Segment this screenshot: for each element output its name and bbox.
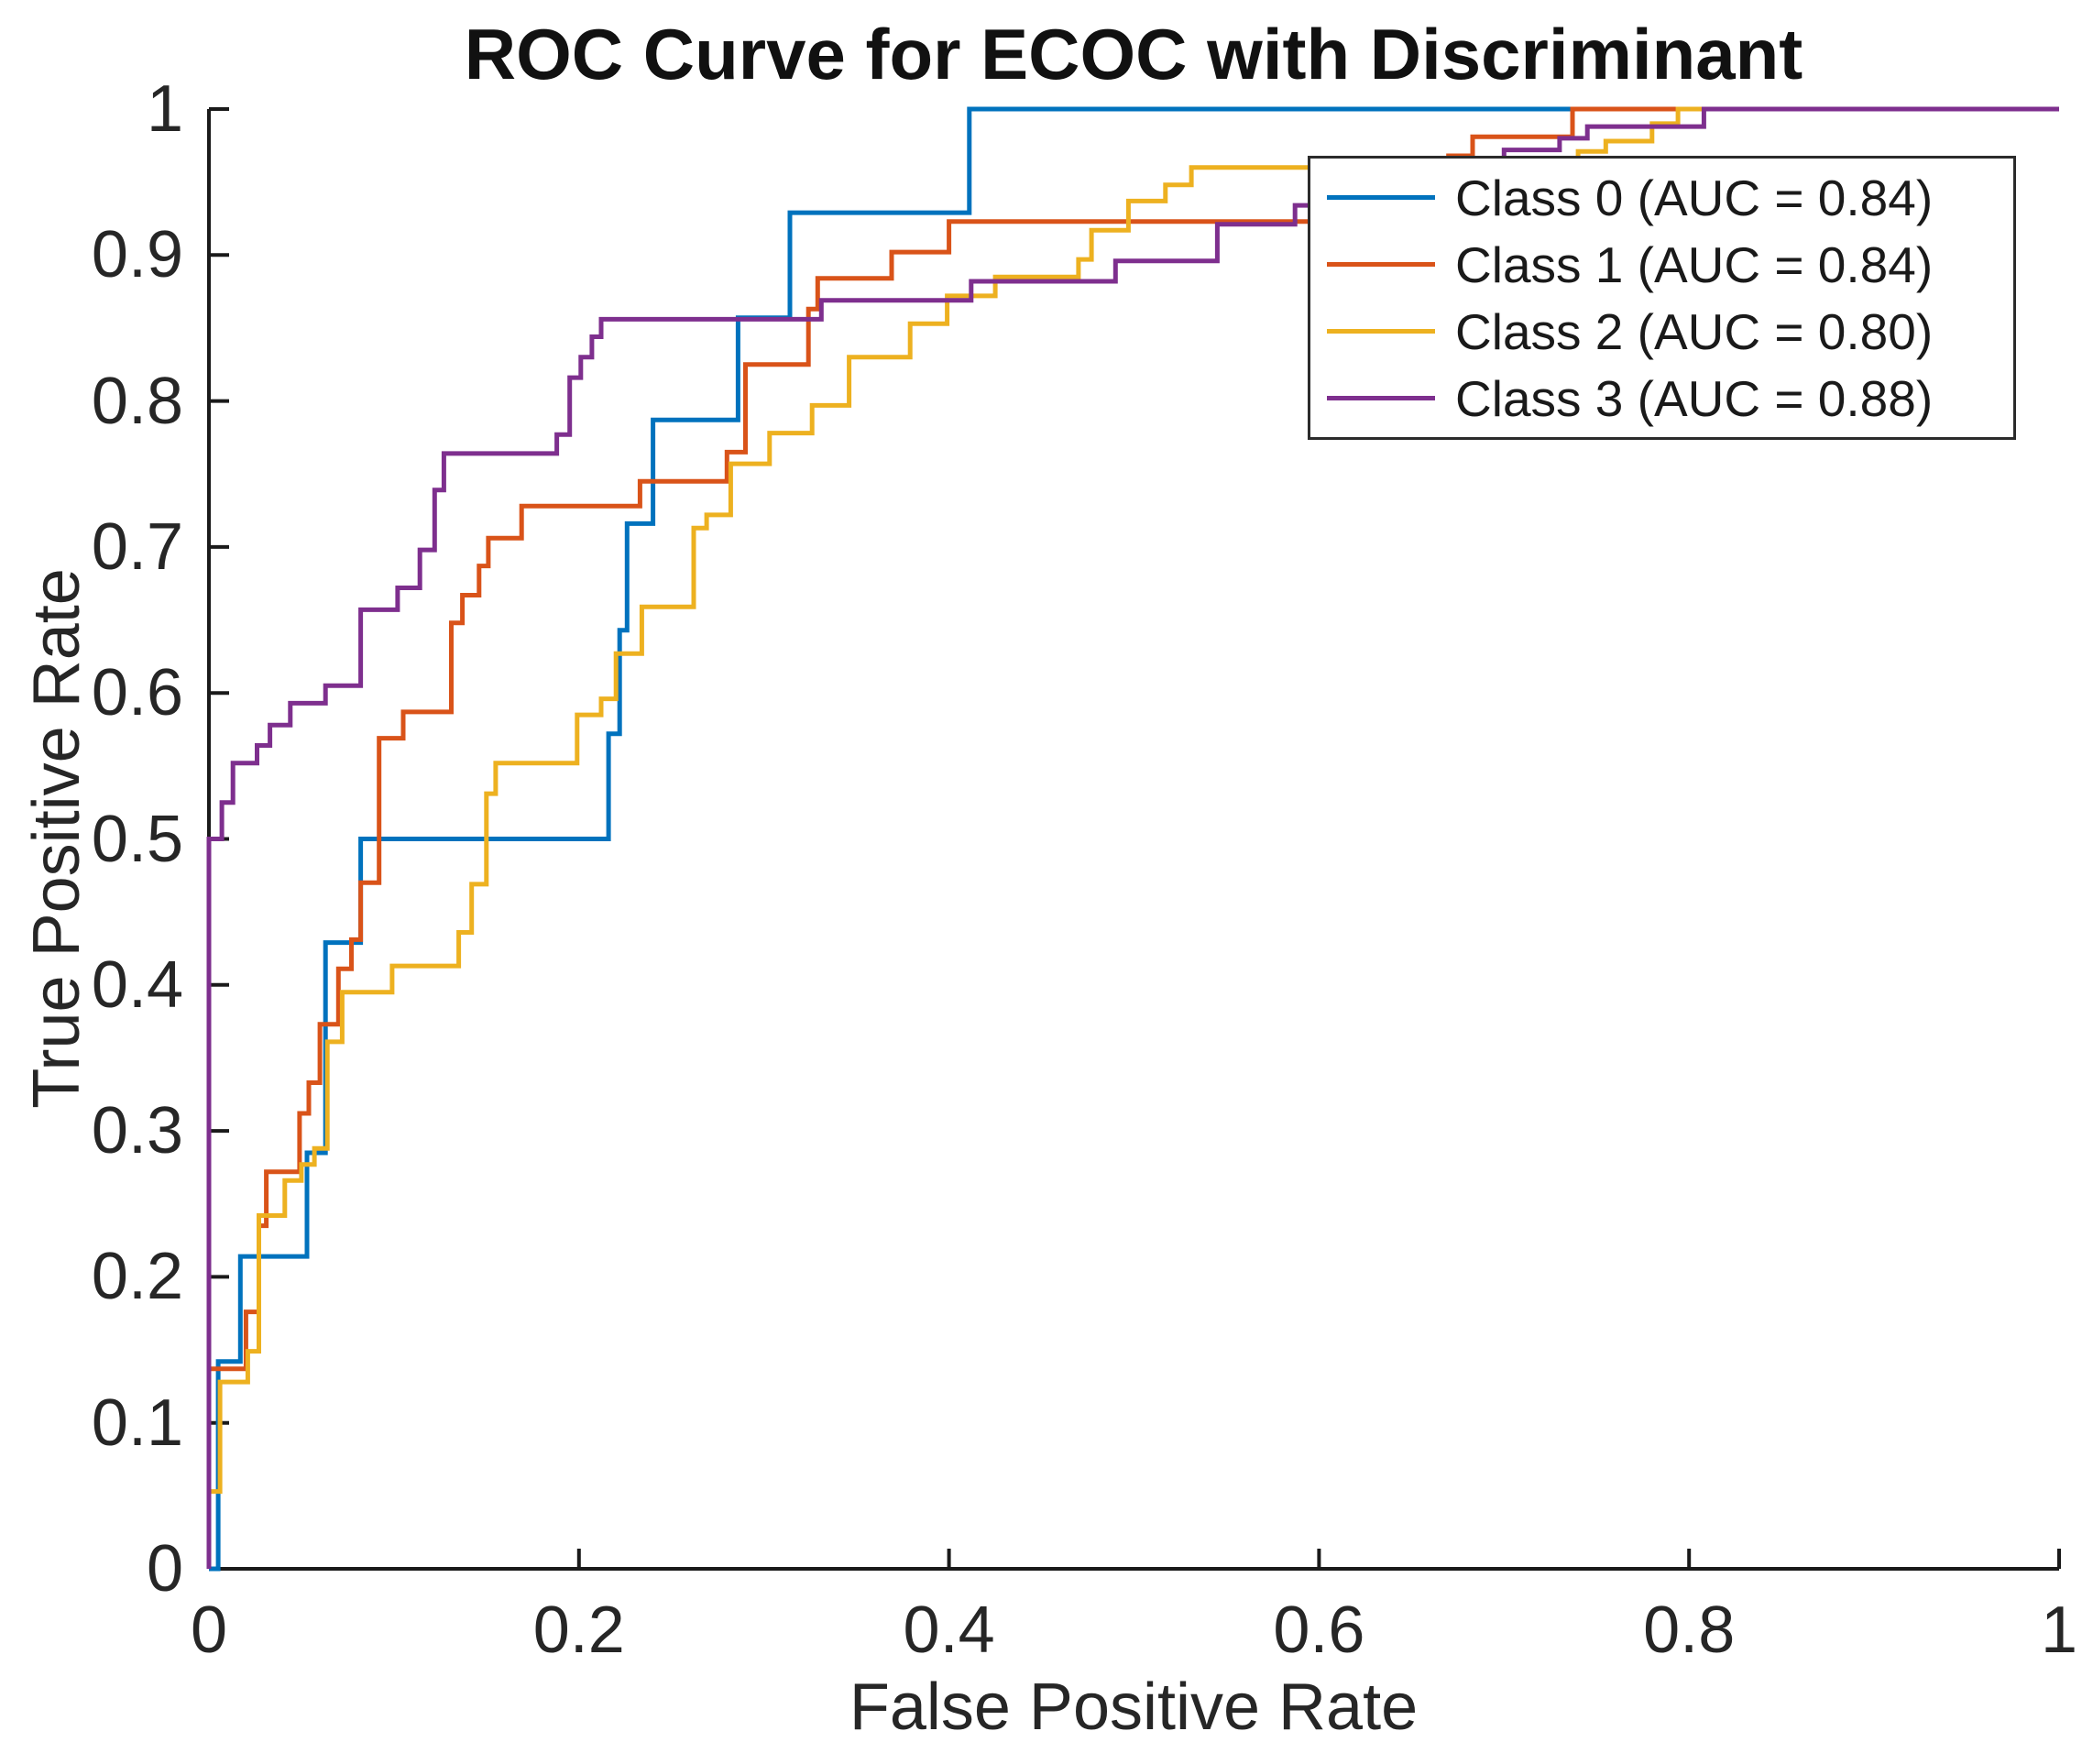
x-axis-label: False Positive Rate: [849, 1671, 1419, 1744]
y-tick-label: 0.4: [91, 948, 183, 1022]
y-tick-label: 0.2: [91, 1240, 183, 1314]
x-tick-label: 0.4: [903, 1594, 995, 1667]
x-tick-label: 0.2: [532, 1594, 625, 1667]
chart-title: ROC Curve for ECOC with Discriminant: [464, 14, 1803, 94]
legend-line-swatch: [1327, 262, 1435, 267]
legend-label: Class 3 (AUC = 0.88): [1455, 369, 1934, 427]
legend-line-swatch: [1327, 396, 1435, 400]
legend-item: Class 1 (AUC = 0.84): [1327, 236, 2004, 294]
legend: Class 0 (AUC = 0.84) Class 1 (AUC = 0.84)…: [1308, 156, 2016, 440]
x-tick-label: 0.6: [1273, 1594, 1365, 1667]
legend-label: Class 0 (AUC = 0.84): [1455, 169, 1934, 226]
x-tick-label: 0: [190, 1594, 228, 1667]
y-tick-label: 0.8: [91, 364, 183, 438]
x-tick-label: 1: [2040, 1594, 2078, 1667]
x-tick-label: 0.8: [1643, 1594, 1736, 1667]
y-tick-label: 0.5: [91, 802, 183, 876]
y-tick-label: 0: [146, 1532, 183, 1605]
y-tick-label: 0.3: [91, 1094, 183, 1168]
y-tick-label: 1: [146, 72, 183, 146]
y-tick-label: 0.6: [91, 656, 183, 730]
y-tick-label: 0.1: [91, 1386, 183, 1460]
legend-line-swatch: [1327, 329, 1435, 334]
legend-item: Class 3 (AUC = 0.88): [1327, 369, 2004, 428]
legend-line-swatch: [1327, 195, 1435, 200]
legend-item: Class 2 (AUC = 0.80): [1327, 302, 2004, 361]
y-tick-label: 0.9: [91, 218, 183, 292]
y-tick-label: 0.7: [91, 509, 183, 584]
legend-label: Class 2 (AUC = 0.80): [1455, 302, 1934, 360]
legend-item: Class 0 (AUC = 0.84): [1327, 169, 2004, 227]
legend-label: Class 1 (AUC = 0.84): [1455, 236, 1934, 293]
roc-curve-class-2: [206, 106, 2059, 1569]
